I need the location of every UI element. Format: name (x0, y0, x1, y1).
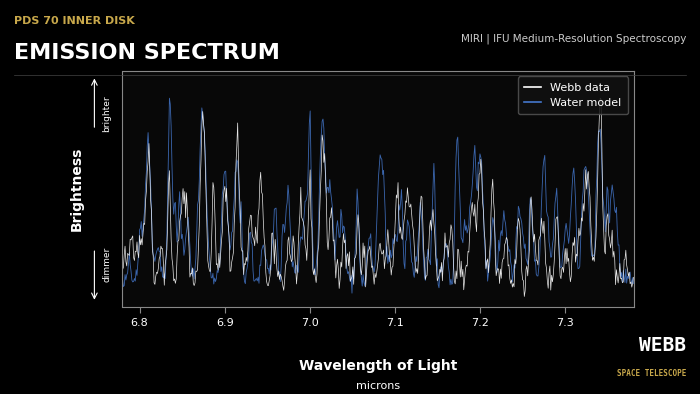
Text: SPACE TELESCOPE: SPACE TELESCOPE (617, 369, 686, 378)
Text: Brightness: Brightness (69, 147, 83, 231)
Text: WEBB: WEBB (639, 336, 686, 355)
Text: PDS 70 INNER DISK: PDS 70 INNER DISK (14, 16, 134, 26)
Text: microns: microns (356, 381, 400, 390)
Text: MIRI | IFU Medium-Resolution Spectroscopy: MIRI | IFU Medium-Resolution Spectroscop… (461, 33, 686, 44)
Text: brighter: brighter (102, 95, 111, 132)
Text: EMISSION SPECTRUM: EMISSION SPECTRUM (14, 43, 280, 63)
Text: Wavelength of Light: Wavelength of Light (299, 359, 457, 374)
Text: dimmer: dimmer (102, 247, 111, 282)
Legend: Webb data, Water model: Webb data, Water model (518, 76, 628, 114)
